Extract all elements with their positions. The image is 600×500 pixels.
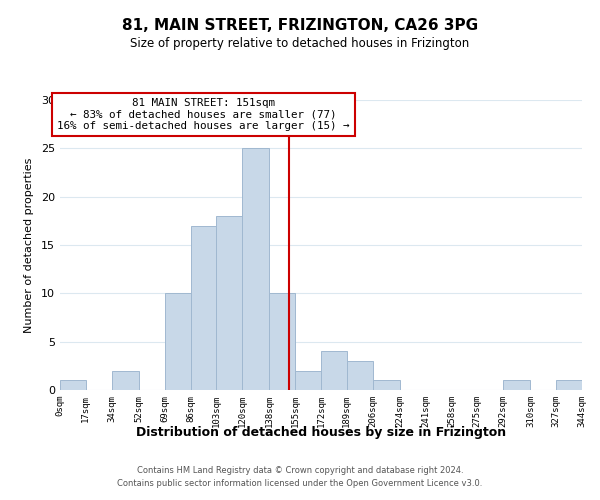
Text: Contains HM Land Registry data © Crown copyright and database right 2024.
Contai: Contains HM Land Registry data © Crown c… [118,466,482,487]
Bar [347,361,373,390]
Bar [295,370,321,390]
Bar [112,370,139,390]
Bar [373,380,400,390]
Bar [269,294,295,390]
Bar [556,380,582,390]
Bar [60,380,86,390]
Bar [242,148,269,390]
Bar [191,226,216,390]
Bar [165,294,191,390]
Bar [503,380,530,390]
Bar [216,216,242,390]
Bar [321,352,347,390]
Text: 81 MAIN STREET: 151sqm
← 83% of detached houses are smaller (77)
16% of semi-det: 81 MAIN STREET: 151sqm ← 83% of detached… [57,98,350,131]
Text: Size of property relative to detached houses in Frizington: Size of property relative to detached ho… [130,38,470,51]
Y-axis label: Number of detached properties: Number of detached properties [24,158,34,332]
Text: 81, MAIN STREET, FRIZINGTON, CA26 3PG: 81, MAIN STREET, FRIZINGTON, CA26 3PG [122,18,478,32]
Text: Distribution of detached houses by size in Frizington: Distribution of detached houses by size … [136,426,506,439]
